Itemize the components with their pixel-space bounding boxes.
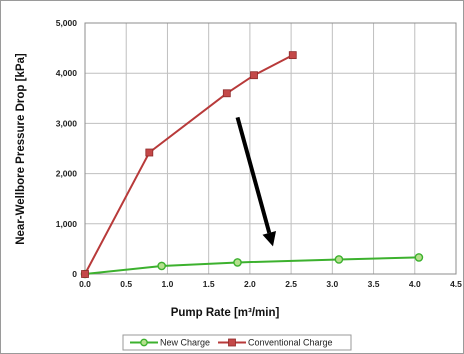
series-layer [80,51,424,279]
series-line-new-charge [84,256,419,275]
series-conventional-charge [81,51,297,278]
data-point-new-charge [233,258,242,267]
legend-label-conventional-charge: Conventional Charge [248,338,333,348]
x-tick-label: 2.0 [244,279,256,289]
legend-label-new-charge: New Charge [160,338,210,348]
plot-border [84,22,457,275]
y-axis-title: Near-Wellbore Pressure Drop [kPa] [15,53,27,245]
y-tick-label: 1,000 [56,219,78,229]
data-point-conventional-charge [222,89,231,98]
series-line-conventional-charge [84,54,294,275]
x-tick-label: 3.0 [326,279,338,289]
x-tick-label: 2.5 [285,279,297,289]
legend: New Charge Conventional Charge [122,334,352,351]
x-tick-label: 3.5 [368,279,380,289]
x-axis-ticks: 0.0 0.5 1.0 1.5 2.0 2.5 3.0 3.5 4.0 4.5 [79,279,462,289]
y-tick-label: 4,000 [56,68,78,78]
data-point-conventional-charge [288,51,297,60]
data-point-conventional-charge [145,148,154,157]
x-tick-label: 4.5 [450,279,462,289]
data-point-conventional-charge [250,71,258,80]
y-tick-label: 0 [72,269,77,279]
data-point-new-charge [334,255,344,264]
x-tick-label: 4.0 [409,279,421,289]
plot-area [84,22,457,275]
annotation-layer [235,116,277,247]
y-tick-label: 2,000 [56,169,78,179]
y-tick-label: 5,000 [56,18,78,28]
y-axis-ticks: 0 1,000 2,000 3,000 4,000 5,000 [56,18,78,279]
x-tick-label: 1.5 [203,279,215,289]
x-tick-label: 0.5 [120,279,132,289]
annotation-arrow [235,116,277,247]
x-tick-label: 1.0 [162,279,174,289]
y-tick-label: 3,000 [56,118,78,128]
data-point-new-charge [157,261,166,271]
x-tick-label: 0.0 [79,279,91,289]
legend-marker-new-charge [140,338,148,347]
legend-marker-conventional-charge [228,338,236,347]
x-axis-title: Pump Rate [m³/min] [171,307,280,319]
data-point-conventional-charge [81,270,89,278]
data-point-new-charge [414,253,424,262]
